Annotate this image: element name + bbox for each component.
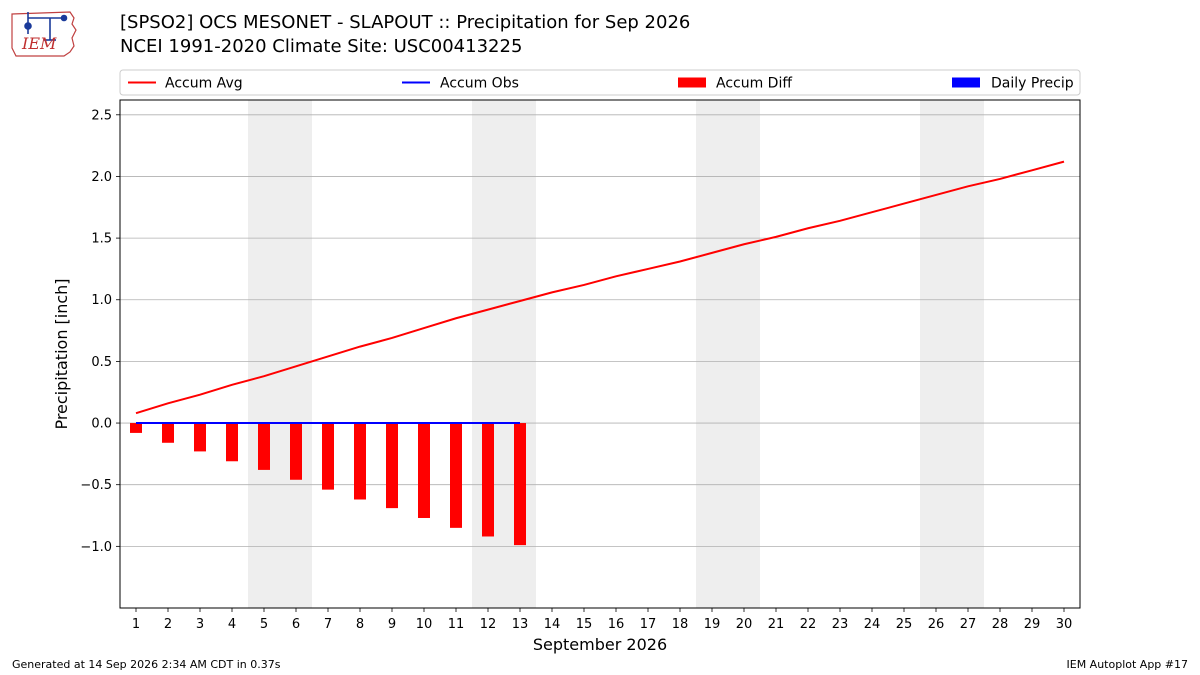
weekend-shade	[248, 100, 312, 608]
x-tick-label: 15	[576, 617, 593, 632]
y-tick-label: 1.0	[91, 293, 112, 308]
y-tick-label: −0.5	[80, 478, 112, 493]
accum-diff-bar	[322, 423, 334, 490]
x-tick-label: 14	[544, 617, 561, 632]
accum-avg-line	[135, 160, 1065, 415]
y-tick-label: −1.0	[80, 540, 112, 555]
accum-diff-bar	[130, 423, 142, 433]
x-tick-label: 10	[416, 617, 433, 632]
x-tick-label: 13	[512, 617, 529, 632]
x-tick-label: 6	[292, 617, 300, 632]
accum-diff-bar	[450, 423, 462, 528]
x-tick-label: 28	[992, 617, 1009, 632]
x-tick-label: 4	[228, 617, 236, 632]
y-tick-label: 0.0	[91, 417, 112, 432]
chart-subtitle: NCEI 1991-2020 Climate Site: USC00413225	[120, 36, 523, 57]
iem-logo: IEM	[11, 11, 77, 57]
x-tick-label: 18	[672, 617, 689, 632]
x-tick-label: 23	[832, 617, 849, 632]
x-tick-label: 2	[164, 617, 172, 632]
accum-diff-bar	[290, 423, 302, 480]
y-tick-label: 2.0	[91, 170, 112, 185]
x-tick-label: 7	[324, 617, 332, 632]
accum-diff-bar	[418, 423, 430, 518]
x-tick-label: 26	[928, 617, 945, 632]
weekend-shade	[920, 100, 984, 608]
x-tick-label: 5	[260, 617, 268, 632]
legend-label: Accum Avg	[165, 76, 243, 92]
accum-diff-bar	[482, 423, 494, 537]
generated-timestamp: Generated at 14 Sep 2026 2:34 AM CDT in …	[12, 658, 281, 671]
plot-frame	[119, 99, 1081, 609]
x-tick-label: 27	[960, 617, 977, 632]
x-tick-label: 30	[1056, 617, 1073, 632]
x-tick-label: 25	[896, 617, 913, 632]
x-axis-label: September 2026	[533, 635, 667, 654]
accum-diff-bar	[226, 423, 238, 462]
legend-label: Accum Obs	[440, 76, 519, 92]
y-axis-label: Precipitation [inch]	[52, 278, 71, 429]
x-tick-label: 20	[736, 617, 753, 632]
legend-label: Daily Precip	[991, 76, 1074, 92]
x-tick-label: 3	[196, 617, 204, 632]
legend-label: Accum Diff	[716, 76, 792, 92]
accum-diff-bar	[162, 423, 174, 443]
x-tick-label: 8	[356, 617, 364, 632]
accum-diff-bar	[386, 423, 398, 509]
x-tick-label: 19	[704, 617, 721, 632]
legend-box	[119, 69, 1081, 96]
accum-diff-bar	[194, 423, 206, 452]
logo-state-outline	[11, 11, 77, 57]
x-tick-label: 1	[132, 617, 140, 632]
legend-marker-bar	[678, 77, 706, 88]
y-tick-label: 0.5	[91, 355, 112, 370]
app-label: IEM Autoplot App #17	[1066, 658, 1189, 671]
x-tick-label: 17	[640, 617, 657, 632]
accum-diff-bar	[514, 423, 526, 546]
x-tick-label: 16	[608, 617, 625, 632]
x-tick-label: 11	[448, 617, 465, 632]
legend-marker-bar	[952, 77, 980, 88]
weekend-shade	[696, 100, 760, 608]
weather-station-icon	[24, 12, 68, 41]
x-tick-label: 9	[388, 617, 396, 632]
weekend-shade	[472, 100, 536, 608]
logo-text: IEM	[21, 34, 57, 53]
x-tick-label: 12	[480, 617, 497, 632]
x-tick-label: 22	[800, 617, 817, 632]
chart-title: [SPSO2] OCS MESONET - SLAPOUT :: Precipi…	[120, 12, 691, 33]
y-tick-label: 1.5	[91, 232, 112, 247]
x-tick-label: 29	[1024, 617, 1041, 632]
accum-diff-bar	[354, 423, 366, 500]
y-tick-label: 2.5	[91, 108, 112, 123]
accum-diff-bar	[258, 423, 270, 470]
x-tick-label: 24	[864, 617, 881, 632]
x-tick-label: 21	[768, 617, 785, 632]
